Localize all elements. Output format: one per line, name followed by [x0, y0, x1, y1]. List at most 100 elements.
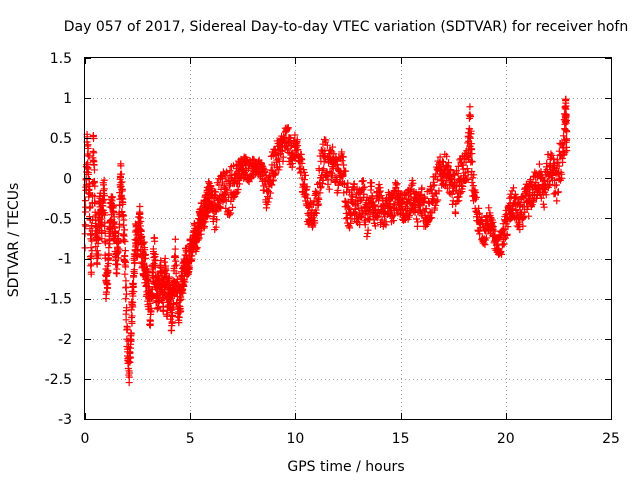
data-point-marker: [267, 166, 275, 174]
data-point-marker: [294, 146, 302, 154]
x-tick-label: 0: [81, 431, 90, 447]
data-point-marker: [90, 135, 98, 143]
data-point-marker: [117, 170, 125, 178]
data-point-marker: [356, 197, 364, 205]
data-point-marker: [121, 226, 129, 234]
data-point-marker: [117, 162, 125, 170]
data-point-marker: [371, 202, 379, 210]
data-point-marker: [87, 244, 95, 252]
data-point-marker: [88, 237, 96, 245]
data-point-marker: [368, 179, 376, 187]
data-point-marker: [563, 147, 571, 155]
data-point-marker: [264, 198, 272, 206]
data-point-marker: [121, 238, 129, 246]
y-tick-label: -1: [58, 252, 72, 268]
data-point-marker: [339, 153, 347, 161]
y-tick-label: 1.5: [50, 51, 72, 67]
data-point-marker: [301, 176, 309, 184]
data-point-marker: [87, 262, 95, 270]
y-tick-label: -2: [58, 332, 72, 348]
data-point-marker: [443, 152, 451, 160]
data-point-marker: [200, 222, 208, 230]
data-point-marker: [342, 167, 350, 175]
data-point-marker: [86, 203, 94, 211]
data-point-marker: [122, 283, 130, 291]
x-tick-label: 20: [497, 431, 515, 447]
data-point-marker: [563, 128, 571, 136]
data-point-marker: [424, 218, 432, 226]
data-point-marker: [151, 251, 159, 258]
data-point-marker: [546, 180, 554, 188]
data-point-marker: [82, 222, 90, 230]
data-point-marker: [553, 197, 561, 205]
data-point-marker: [446, 166, 454, 174]
data-series: [81, 95, 571, 387]
data-point-marker: [464, 175, 472, 183]
data-point-marker: [456, 189, 464, 197]
data-point-marker: [433, 175, 441, 183]
x-tick-label: 5: [186, 431, 195, 447]
data-point-marker: [130, 288, 138, 296]
data-point-marker: [101, 209, 109, 217]
data-point-marker: [445, 159, 453, 167]
x-tick-label: 10: [286, 431, 304, 447]
data-point-marker: [151, 237, 159, 245]
data-point-marker: [222, 185, 230, 193]
data-point-marker: [129, 279, 137, 287]
data-point-marker: [319, 179, 327, 187]
data-point-marker: [121, 270, 129, 278]
data-point-marker: [227, 209, 235, 217]
data-point-marker: [452, 209, 460, 217]
data-point-marker: [422, 205, 430, 212]
data-point-marker: [131, 269, 139, 277]
data-point-marker: [562, 117, 570, 125]
data-point-marker: [312, 209, 320, 217]
data-point-marker: [499, 226, 507, 234]
data-point-marker: [114, 254, 122, 262]
data-point-marker: [300, 168, 308, 176]
data-point-marker: [559, 158, 567, 166]
data-point-marker: [523, 205, 531, 213]
data-point-marker: [146, 317, 154, 325]
data-point-marker: [139, 239, 147, 247]
data-point-marker: [212, 188, 220, 196]
data-point-marker: [126, 354, 134, 362]
data-point-marker: [223, 187, 231, 195]
data-point-marker: [101, 219, 109, 227]
data-point-marker: [479, 219, 487, 227]
data-point-marker: [540, 203, 548, 211]
data-point-marker: [279, 153, 287, 161]
data-point-marker: [316, 189, 324, 197]
data-point-marker: [172, 269, 180, 277]
data-point-marker: [212, 223, 220, 231]
data-point-marker: [551, 182, 559, 190]
y-tick-label: -0.5: [45, 211, 72, 227]
data-point-marker: [123, 304, 131, 312]
data-point-marker: [359, 184, 367, 192]
data-point-marker: [265, 194, 273, 202]
data-point-marker: [175, 313, 183, 321]
data-point-marker: [100, 185, 108, 193]
data-point-marker: [113, 270, 121, 278]
data-point-marker: [548, 151, 556, 159]
data-point-marker: [129, 292, 137, 300]
data-point-marker: [465, 153, 473, 161]
data-point-marker: [558, 170, 566, 178]
data-point-marker: [542, 191, 550, 199]
data-point-marker: [138, 232, 146, 240]
data-point-marker: [115, 245, 123, 253]
data-point-marker: [323, 141, 331, 149]
data-point-marker: [266, 189, 274, 197]
data-point-marker: [118, 185, 126, 193]
data-point-marker: [127, 336, 135, 344]
data-point-marker: [236, 180, 244, 188]
data-point-marker: [87, 268, 95, 276]
data-point-marker: [122, 316, 130, 324]
data-point-marker: [364, 226, 372, 234]
data-point-marker: [213, 216, 221, 224]
data-point-marker: [205, 178, 213, 186]
data-point-marker: [466, 133, 474, 141]
data-point-marker: [500, 240, 508, 248]
data-point-marker: [430, 181, 438, 189]
